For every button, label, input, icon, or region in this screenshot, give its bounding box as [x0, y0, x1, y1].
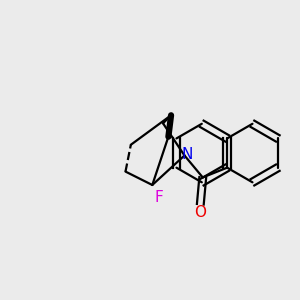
- Text: F: F: [154, 190, 163, 205]
- Text: O: O: [194, 205, 206, 220]
- Text: N: N: [181, 147, 193, 162]
